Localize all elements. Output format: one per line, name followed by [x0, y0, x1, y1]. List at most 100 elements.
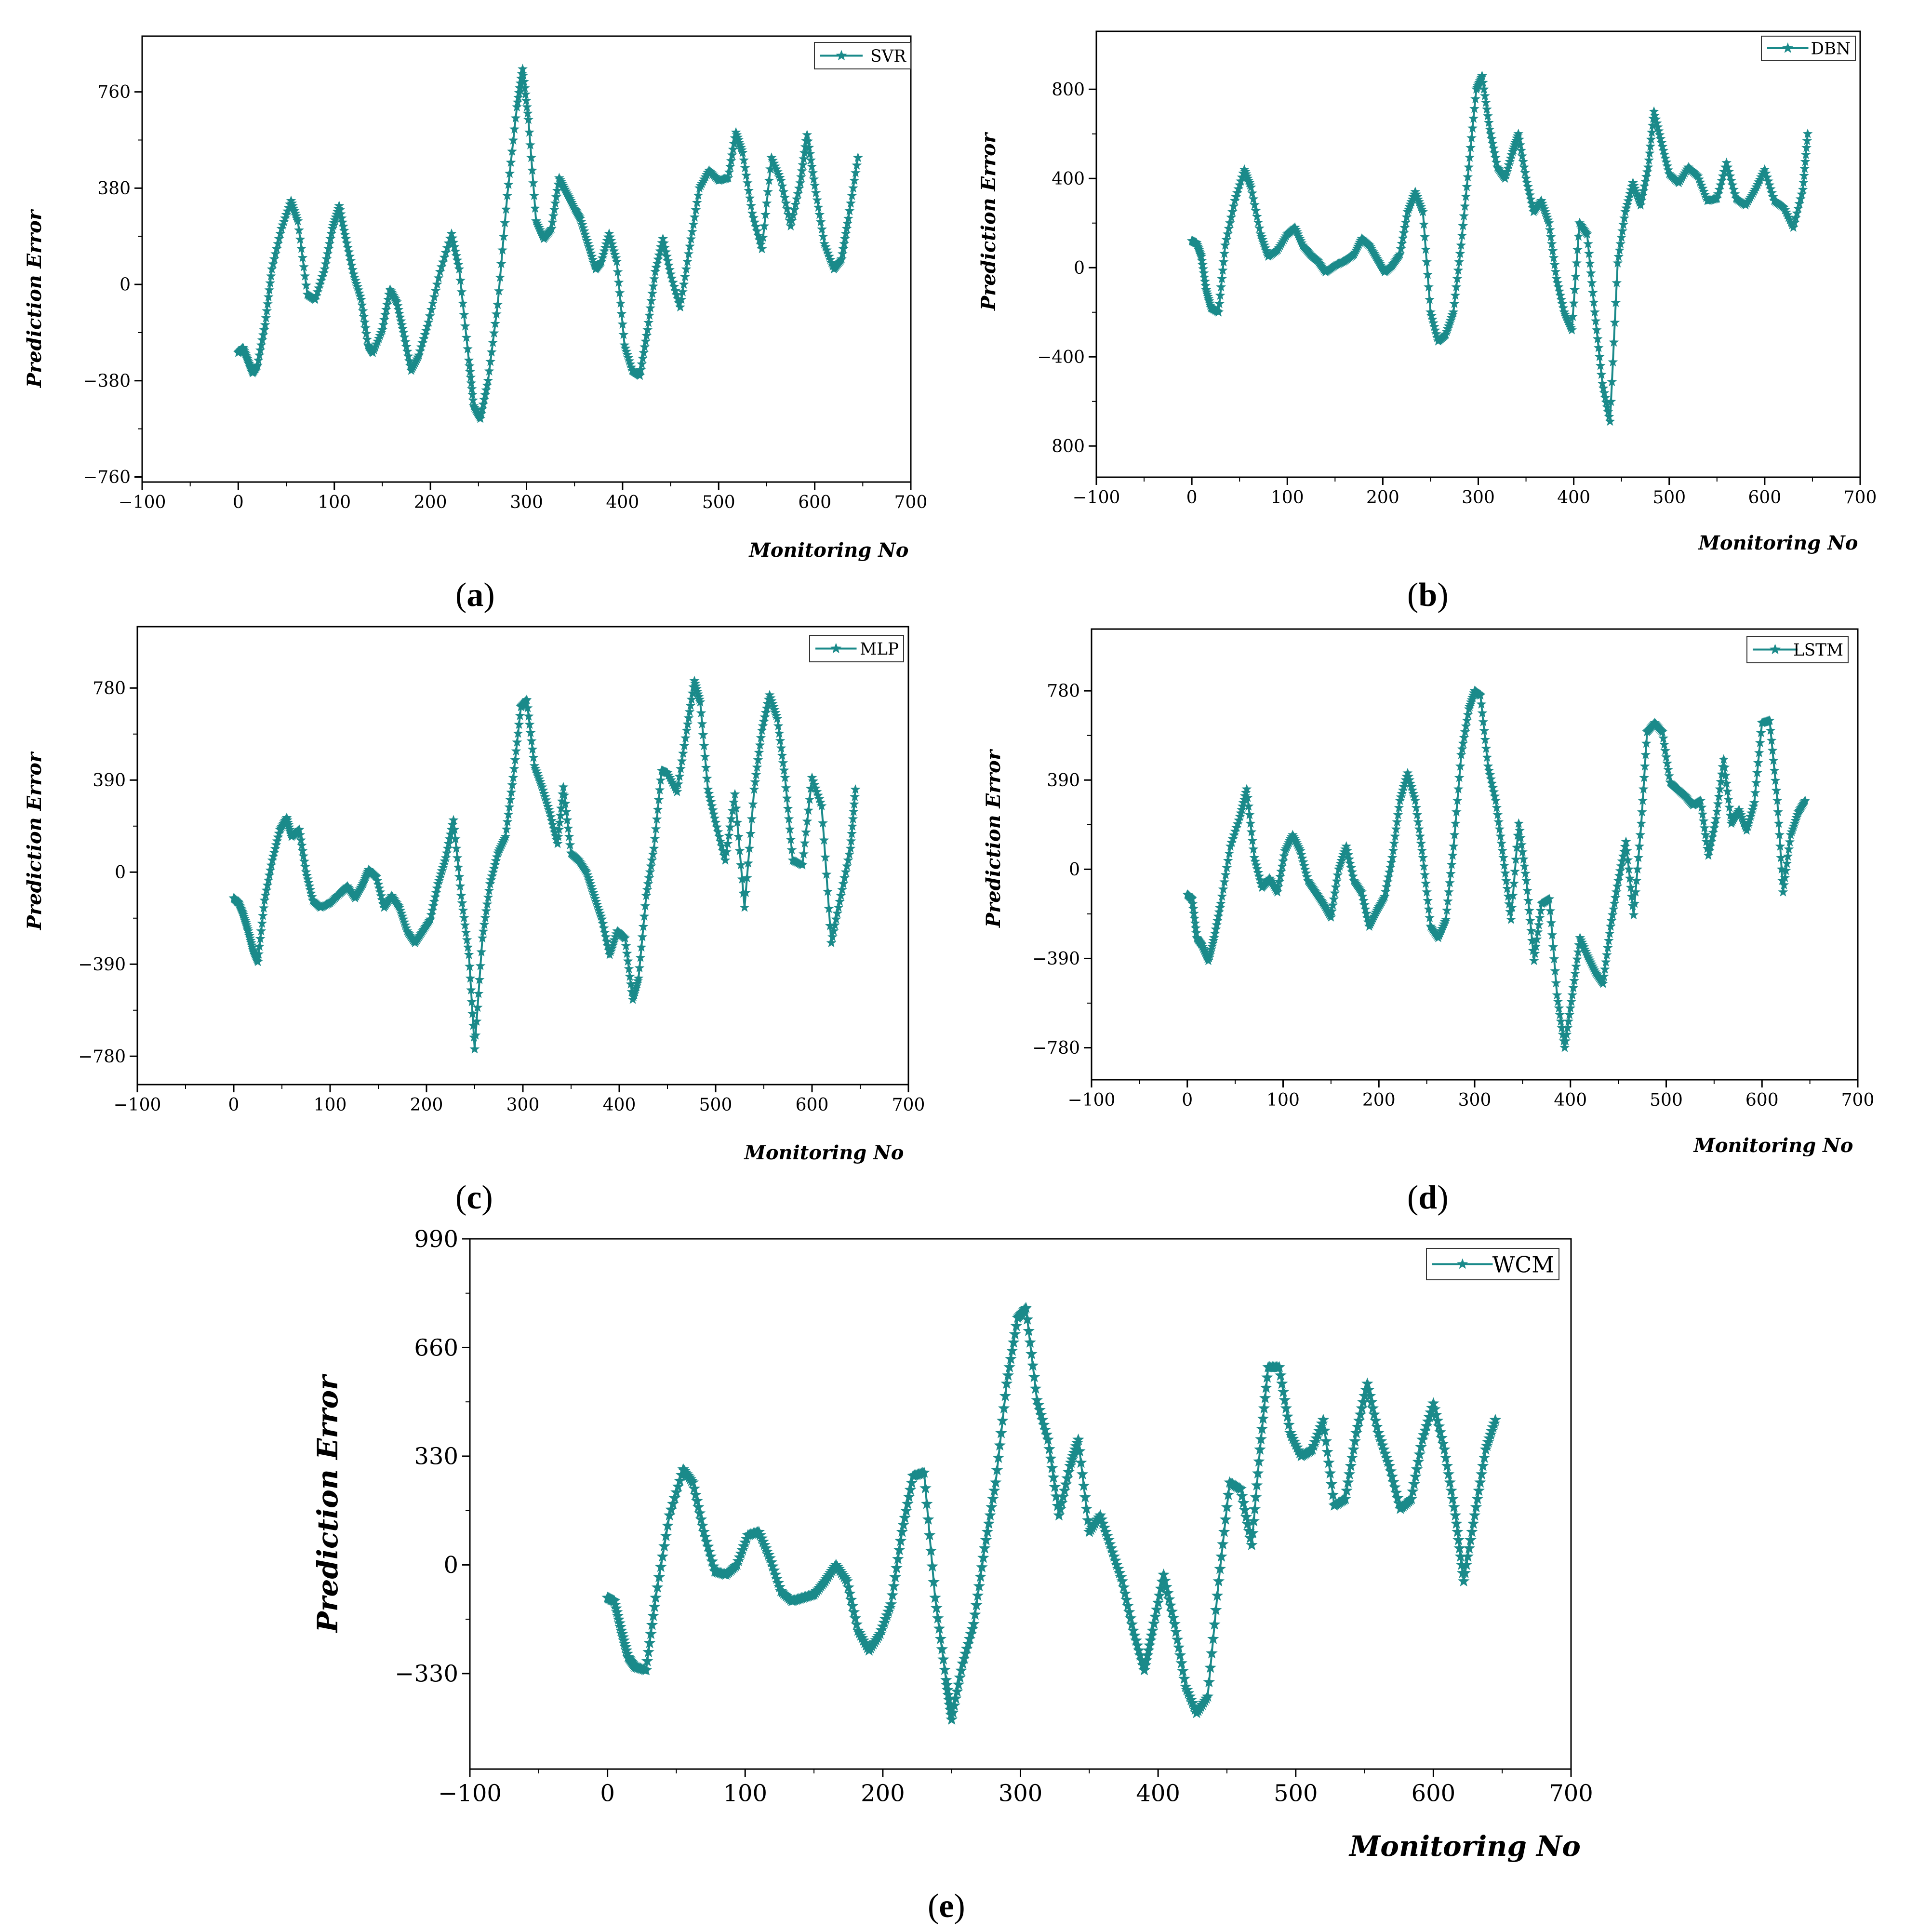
data-point: [1462, 715, 1472, 725]
data-point: [545, 807, 555, 818]
data-point: [1550, 966, 1560, 976]
data-point: [1726, 175, 1736, 185]
data-point: [1553, 996, 1563, 1006]
data-point: [382, 299, 392, 309]
data-point: [1342, 845, 1353, 855]
data-point: [1762, 172, 1772, 182]
data-point: [585, 245, 595, 255]
data-point: [1526, 925, 1536, 935]
data-point: [1398, 233, 1408, 243]
data-point: [537, 782, 547, 792]
data-point: [1442, 1468, 1455, 1479]
data-point: [466, 996, 477, 1006]
data-point: [1455, 761, 1465, 771]
data-point: [1007, 1336, 1020, 1348]
data-point: [395, 905, 406, 915]
data-point: [771, 1572, 783, 1584]
data-point: [1291, 1441, 1303, 1453]
data-point: [1279, 1394, 1291, 1406]
data-point: [1216, 282, 1226, 292]
data-point: [766, 152, 777, 162]
x-tick-label: 700: [1841, 1090, 1875, 1110]
data-point: [1123, 1606, 1135, 1618]
data-point: [1538, 201, 1548, 211]
data-point: [692, 1501, 705, 1513]
data-point: [1460, 1558, 1473, 1570]
data-point: [582, 235, 592, 245]
data-point: [758, 1539, 771, 1550]
data-point: [1715, 180, 1726, 189]
data-point: [897, 1518, 910, 1530]
data-point: [814, 209, 825, 219]
data-point: [745, 193, 755, 203]
data-point: [1444, 1476, 1456, 1488]
data-point: [1393, 809, 1403, 819]
data-point: [271, 243, 282, 254]
data-point: [1302, 872, 1312, 882]
y-tick-label: 400: [1052, 169, 1085, 189]
data-point: [686, 694, 697, 704]
data-point: [1503, 891, 1513, 901]
data-point: [741, 887, 751, 897]
data-point: [1496, 838, 1507, 848]
data-point: [306, 888, 316, 898]
data-point: [700, 751, 710, 761]
data-point: [999, 1390, 1012, 1401]
data-point: [1459, 211, 1469, 221]
data-point: [610, 1602, 622, 1614]
data-point: [1296, 849, 1306, 859]
data-point: [525, 140, 535, 149]
data-point: [786, 215, 797, 225]
data-point: [1543, 215, 1553, 225]
data-point: [1404, 775, 1415, 785]
data-point: [1572, 258, 1582, 268]
data-point: [1801, 142, 1812, 152]
data-point: [610, 249, 620, 259]
data-point: [310, 294, 320, 304]
x-tick-label: 500: [699, 1095, 733, 1115]
data-point: [1405, 1492, 1417, 1504]
data-point: [759, 716, 769, 726]
data-point: [1175, 1657, 1187, 1668]
data-point: [1552, 278, 1563, 287]
data-point: [1237, 801, 1248, 811]
data-point: [1443, 886, 1454, 897]
data-point: [986, 1501, 998, 1513]
data-point: [1516, 839, 1527, 849]
data-point: [1160, 1581, 1172, 1592]
data-point: [1523, 181, 1533, 191]
data-point: [1777, 875, 1787, 885]
data-point: [768, 701, 779, 711]
y-tick-label: 0: [115, 863, 126, 883]
data-point: [1449, 298, 1460, 309]
data-point: [821, 869, 832, 879]
data-point: [1566, 322, 1576, 332]
data-point: [1098, 1521, 1111, 1533]
data-point: [1800, 795, 1811, 805]
data-point: [523, 711, 534, 721]
data-point: [682, 256, 693, 266]
data-point: [793, 188, 803, 199]
data-point: [1776, 864, 1787, 874]
data-point: [642, 1646, 654, 1657]
x-tick-label: 0: [1182, 1090, 1193, 1110]
data-point: [1327, 1489, 1339, 1500]
data-point: [466, 383, 477, 393]
data-point: [1630, 186, 1641, 196]
data-point: [802, 130, 813, 139]
data-point: [1166, 1605, 1178, 1617]
data-point: [720, 855, 731, 865]
data-point: [1455, 248, 1465, 258]
data-point: [1214, 298, 1225, 309]
y-tick-label: −780: [78, 1047, 126, 1067]
data-point: [625, 359, 636, 369]
data-point: [427, 905, 438, 915]
data-point: [1412, 809, 1423, 819]
data-point: [1346, 1451, 1359, 1463]
data-point: [1213, 911, 1224, 921]
data-point: [1212, 915, 1223, 925]
data-point: [500, 831, 511, 841]
data-point: [1197, 255, 1207, 265]
data-point: [1702, 843, 1713, 853]
data-point: [320, 264, 330, 274]
